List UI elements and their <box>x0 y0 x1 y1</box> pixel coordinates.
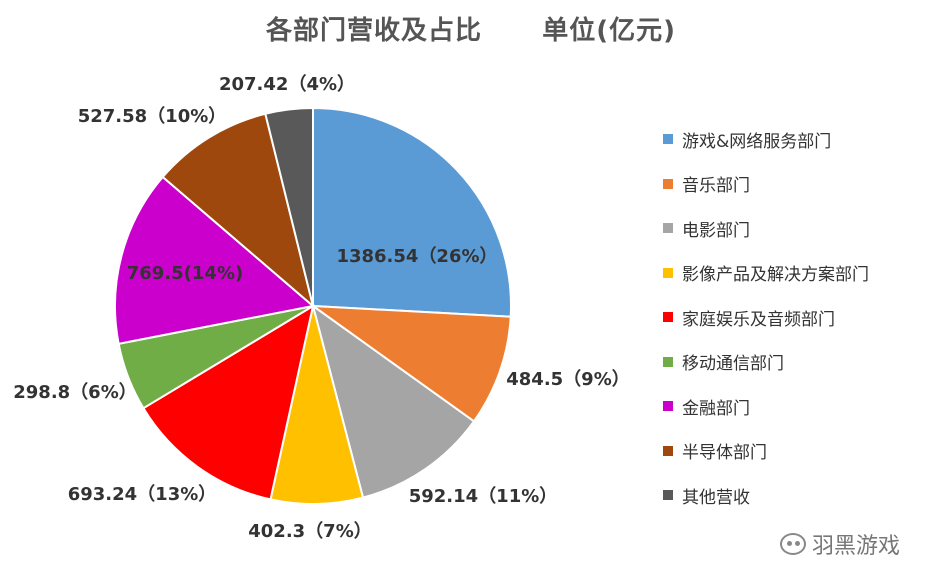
legend-item: 家庭娱乐及音频部门 <box>663 295 869 340</box>
legend-label: 半导体部门 <box>682 443 767 464</box>
legend-label: 家庭娱乐及音频部门 <box>682 309 835 330</box>
legend-label: 其他营收 <box>682 487 750 508</box>
legend-item: 其他营收 <box>663 473 869 518</box>
data-label: 769.5(14%) <box>127 263 243 284</box>
data-label: 527.58（10%） <box>78 106 227 127</box>
legend-swatch <box>663 178 673 189</box>
pie-slice <box>161 112 315 309</box>
legend-item: 金融部门 <box>663 384 869 429</box>
legend-item: 半导体部门 <box>663 429 869 474</box>
pie-slice <box>312 106 512 318</box>
legend-label: 金融部门 <box>682 398 750 419</box>
data-label: 693.24（13%） <box>68 484 217 505</box>
legend-swatch <box>663 356 673 367</box>
data-label: 592.14（11%） <box>409 486 558 507</box>
pie-slice <box>311 303 476 499</box>
data-label: 207.42（4%） <box>219 74 355 95</box>
data-label: 402.3（7%） <box>248 521 372 542</box>
legend-label: 移动通信部门 <box>682 354 784 375</box>
legend-item: 音乐部门 <box>663 162 869 207</box>
chart-title: 各部门营收及占比 单位(亿元) <box>265 16 677 46</box>
legend: 游戏&网络服务部门 音乐部门电影部门影像产品及解决方案部门 家庭娱乐及音频部门 移动通… <box>663 117 869 518</box>
legend-swatch <box>663 267 673 278</box>
legend-item: 电影部门 <box>663 206 869 251</box>
pie-slice <box>114 175 316 345</box>
legend-label: 影像产品及解决方案部门 <box>682 265 869 286</box>
legend-swatch <box>663 490 673 501</box>
legend-item: 影像产品及解决方案部门 <box>663 251 869 296</box>
data-label: 484.5（9%） <box>506 369 630 390</box>
legend-swatch <box>663 445 673 456</box>
legend-item: 移动通信部门 <box>663 340 869 385</box>
data-label: 1386.54（26%） <box>336 246 497 267</box>
pie-slice <box>309 304 512 423</box>
legend-swatch <box>663 134 673 145</box>
legend-label: 电影部门 <box>682 220 750 241</box>
watermark: 羽黑游戏 <box>780 528 900 560</box>
legend-label: 音乐部门 <box>682 176 750 197</box>
legend-label: 游戏&网络服务部门 <box>682 131 832 152</box>
legend-item: 游戏&网络服务部门 <box>663 117 869 162</box>
watermark-text: 羽黑游戏 <box>812 534 901 559</box>
legend-swatch <box>663 312 673 323</box>
wechat-icon <box>780 533 806 555</box>
legend-swatch <box>663 223 673 234</box>
pie-slice <box>264 106 314 307</box>
pie-slice <box>142 303 315 501</box>
data-label: 298.8（6%） <box>13 382 137 403</box>
legend-swatch <box>663 401 673 412</box>
